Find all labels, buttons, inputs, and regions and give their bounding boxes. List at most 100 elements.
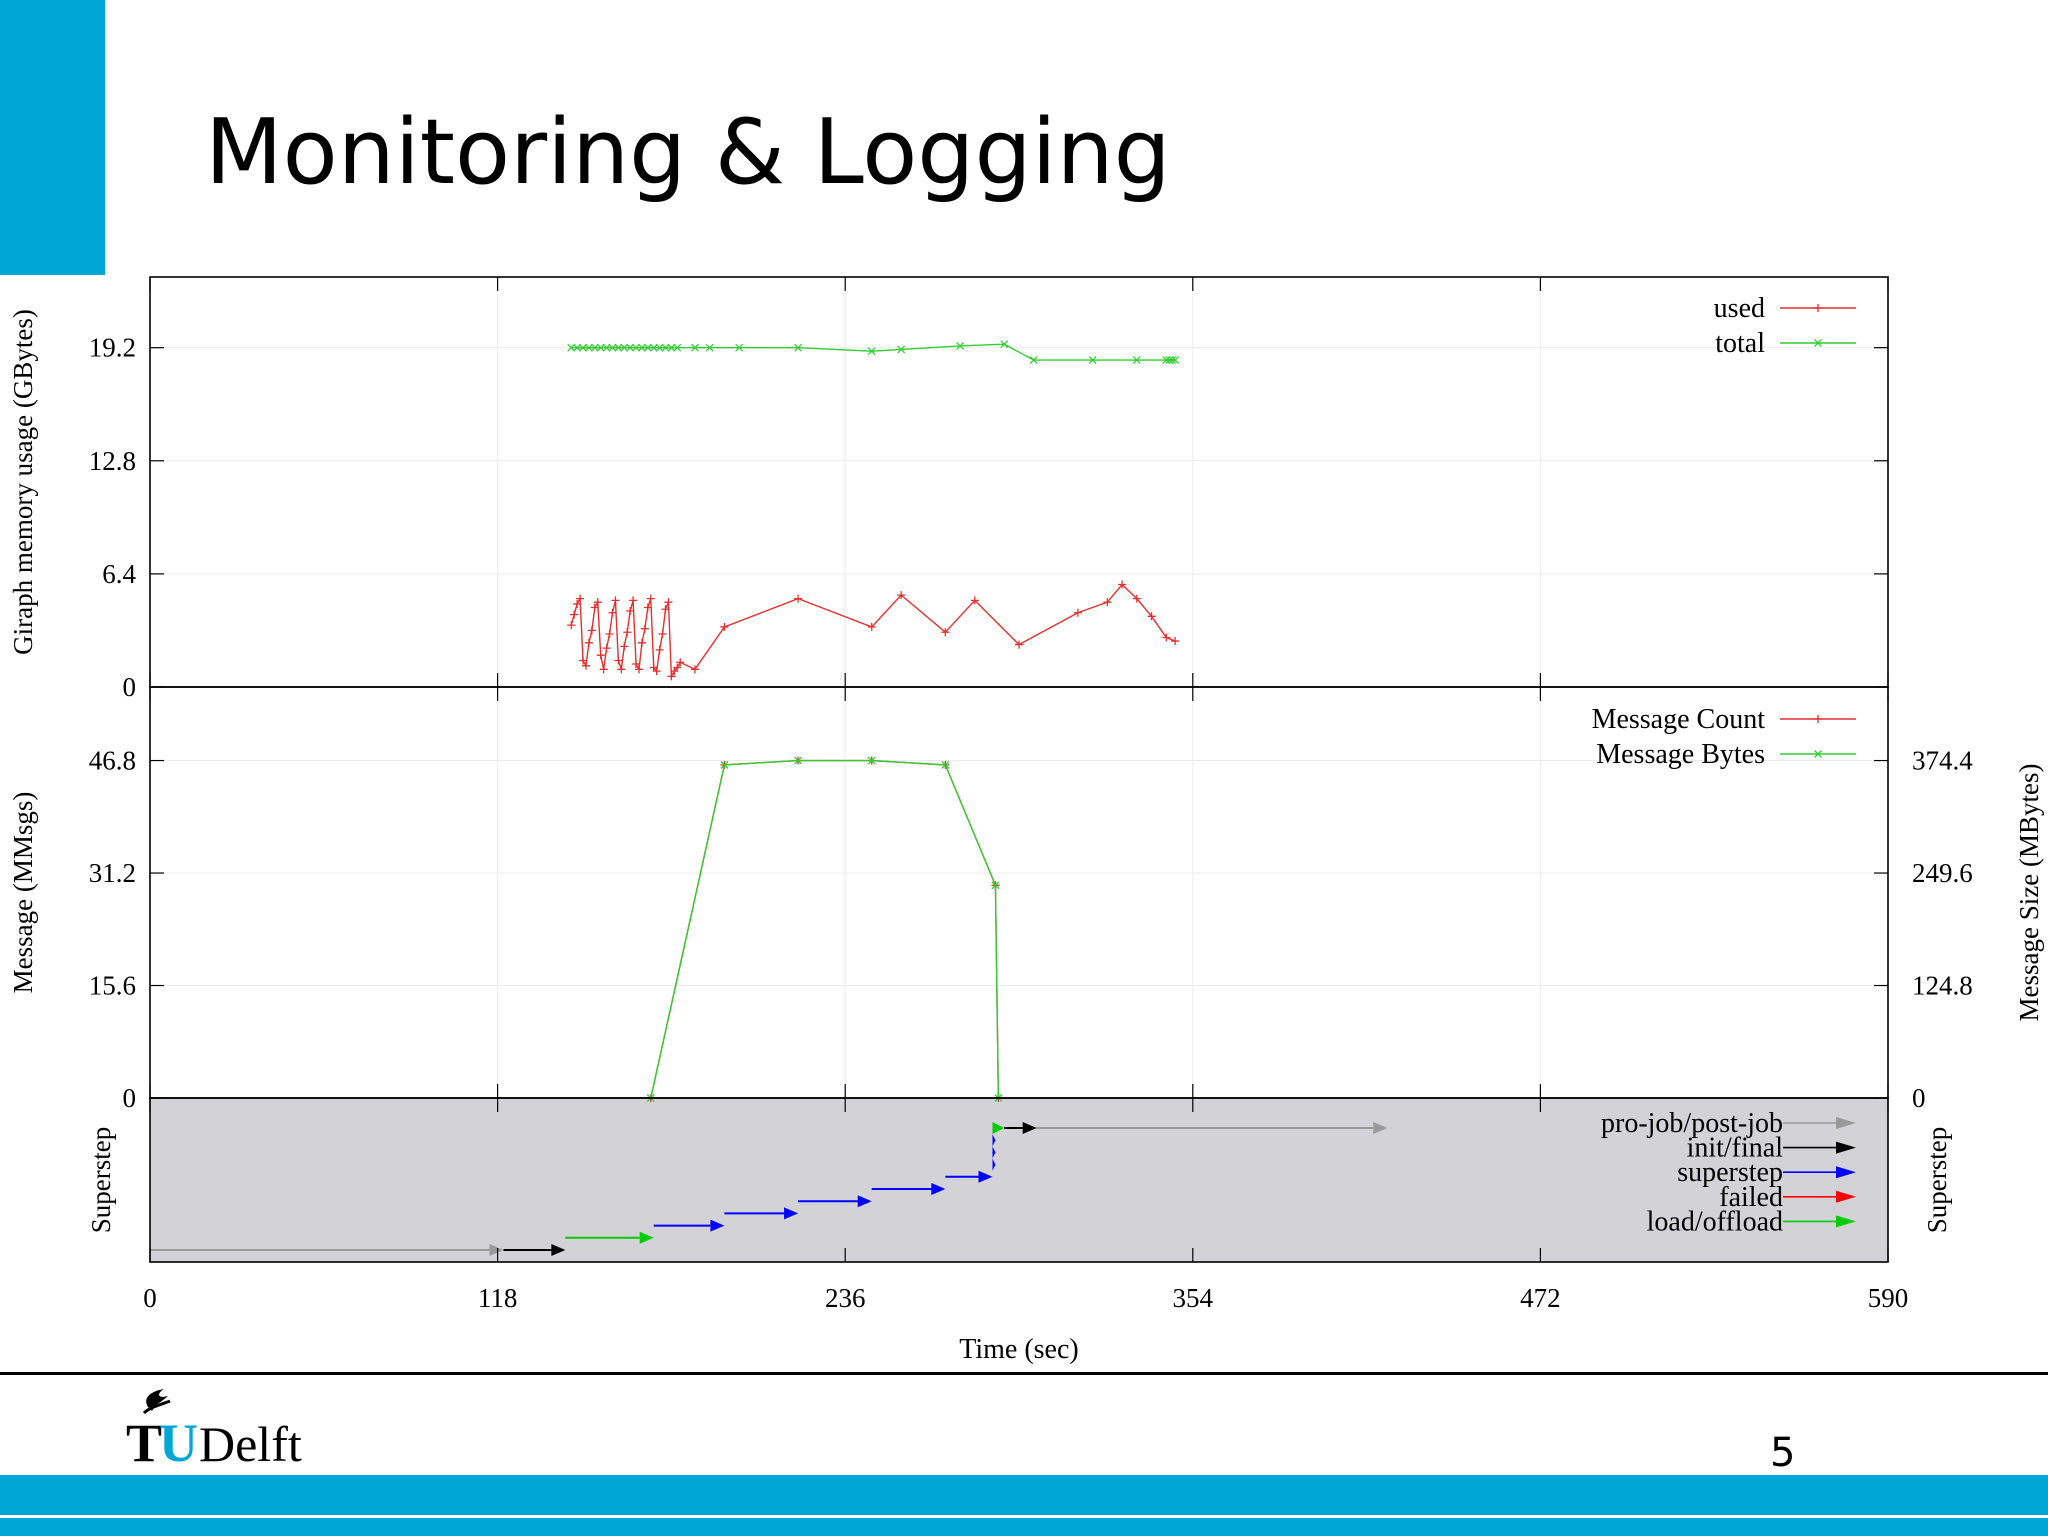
message-y2-tick-label: 374.4 bbox=[1912, 746, 1973, 776]
panel-frame bbox=[149, 1097, 1889, 1263]
gantt-arrowhead bbox=[992, 1134, 996, 1147]
gantt-arrowhead bbox=[1022, 1122, 1037, 1134]
flame-icon bbox=[142, 1389, 171, 1415]
memory-data-point bbox=[1132, 356, 1141, 365]
memory-data-point bbox=[970, 596, 979, 605]
memory-data-point bbox=[956, 341, 965, 350]
memory-data-point bbox=[584, 638, 593, 647]
monitoring-chart: 0 6.4 12.8 19.2 Giraph memory usage (GBytes)… bbox=[8, 276, 2044, 1365]
memory-data-point bbox=[643, 603, 652, 612]
gantt-arrowhead bbox=[489, 1244, 504, 1256]
message-data-point bbox=[941, 760, 950, 769]
memory-data-point bbox=[794, 594, 803, 603]
memory-data-point bbox=[576, 594, 585, 603]
gantt-arrowhead bbox=[857, 1195, 872, 1208]
memory-data-point bbox=[602, 644, 611, 653]
gantt-arrowhead bbox=[639, 1231, 654, 1244]
gantt-legend-arrowhead bbox=[1836, 1190, 1856, 1203]
message-y-tick-label: 15.6 bbox=[89, 971, 136, 1001]
memory-data-point bbox=[867, 622, 876, 631]
x-tick-label: 354 bbox=[1173, 1283, 1214, 1313]
memory-data-point bbox=[1029, 356, 1038, 365]
gantt-legend-arrowhead bbox=[1836, 1141, 1856, 1154]
gantt-arrowhead bbox=[992, 1158, 996, 1171]
memory-data-point bbox=[1165, 356, 1174, 365]
memory-data-point bbox=[735, 343, 744, 352]
memory-data-point bbox=[608, 343, 617, 352]
gantt-background bbox=[150, 1098, 1888, 1262]
memory-data-point bbox=[1073, 608, 1082, 617]
memory-data-point bbox=[614, 656, 623, 665]
memory-data-point bbox=[661, 343, 670, 352]
memory-data-point bbox=[605, 629, 614, 638]
x-tick-label: 236 bbox=[825, 1283, 866, 1313]
memory-data-point bbox=[941, 628, 950, 637]
memory-data-point bbox=[897, 591, 906, 600]
memory-data-point bbox=[867, 347, 876, 356]
message-y2-axis-label: Message Size (MBytes) bbox=[2014, 764, 2044, 1022]
message-series-line-message-count bbox=[650, 759, 1000, 1099]
message-y-tick-label: 46.8 bbox=[89, 746, 136, 776]
gantt-legend-label: load/offload bbox=[1647, 1206, 1783, 1237]
message-y-tick-label: 31.2 bbox=[89, 858, 136, 888]
memory-data-point bbox=[567, 621, 576, 630]
memory-data-point bbox=[579, 656, 588, 665]
memory-data-point bbox=[1171, 356, 1180, 365]
memory-data-point bbox=[579, 343, 587, 352]
footer-rule bbox=[0, 1372, 2048, 1375]
memory-data-point bbox=[573, 599, 582, 608]
memory-data-point bbox=[620, 642, 629, 651]
memory-data-point bbox=[655, 343, 664, 352]
message-y-axis-label: Message (MMsgs) bbox=[8, 792, 38, 994]
svg-text:U: U bbox=[159, 1413, 198, 1465]
gantt-arrowhead bbox=[992, 1146, 996, 1159]
gantt-y-axis-label: Superstep bbox=[86, 1127, 116, 1233]
x-tick-label: 590 bbox=[1868, 1283, 1909, 1313]
memory-data-point bbox=[673, 663, 682, 672]
message-data-point bbox=[867, 756, 876, 765]
memory-y-axis-label: Giraph memory usage (GBytes) bbox=[8, 309, 38, 655]
memory-data-point bbox=[596, 651, 605, 660]
memory-data-point bbox=[632, 660, 641, 669]
memory-data-point bbox=[667, 343, 676, 352]
memory-data-point bbox=[587, 626, 596, 635]
x-tick-label: 118 bbox=[478, 1283, 518, 1313]
memory-data-point bbox=[1015, 640, 1023, 649]
memory-data-point bbox=[661, 605, 670, 614]
gantt-legend-arrowhead bbox=[1836, 1117, 1856, 1129]
legend-label: Message Count bbox=[1592, 704, 1766, 735]
memory-data-point bbox=[691, 343, 699, 352]
memory-data-point bbox=[664, 598, 673, 607]
panel-frame bbox=[149, 276, 1889, 688]
memory-data-point bbox=[676, 658, 685, 667]
memory-data-point bbox=[794, 343, 803, 352]
legend-label: used bbox=[1714, 293, 1765, 324]
memory-data-point bbox=[673, 343, 682, 352]
legend-marker bbox=[1814, 339, 1822, 347]
memory-data-point bbox=[608, 608, 617, 617]
message-y2-tick-label: 124.8 bbox=[1912, 971, 1973, 1001]
memory-data-point bbox=[626, 343, 635, 352]
legend-label: total bbox=[1715, 328, 1765, 359]
legend-label: Message Bytes bbox=[1596, 739, 1765, 770]
memory-data-point bbox=[632, 343, 641, 352]
gantt-arrowhead bbox=[551, 1244, 566, 1256]
memory-data-point bbox=[1162, 356, 1171, 365]
memory-data-point bbox=[596, 343, 605, 352]
gantt-arrowhead bbox=[710, 1219, 725, 1232]
message-data-point bbox=[794, 756, 803, 765]
slide-title: Monitoring & Logging bbox=[205, 100, 1171, 205]
memory-data-point bbox=[611, 596, 620, 605]
memory-data-point bbox=[626, 607, 635, 616]
memory-data-point bbox=[652, 667, 661, 676]
memory-data-point bbox=[637, 638, 646, 647]
gantt-arrowhead bbox=[978, 1170, 993, 1183]
gantt-legend-label: init/final bbox=[1687, 1133, 1784, 1164]
memory-data-point bbox=[1162, 633, 1171, 642]
message-y2-tick-label: 0 bbox=[1912, 1083, 1926, 1113]
message-y-tick-label: 0 bbox=[123, 1083, 137, 1113]
memory-data-point bbox=[655, 645, 664, 654]
gantt-legend-arrowhead bbox=[1836, 1215, 1856, 1228]
memory-data-point bbox=[1000, 340, 1009, 349]
memory-data-point bbox=[581, 661, 590, 670]
